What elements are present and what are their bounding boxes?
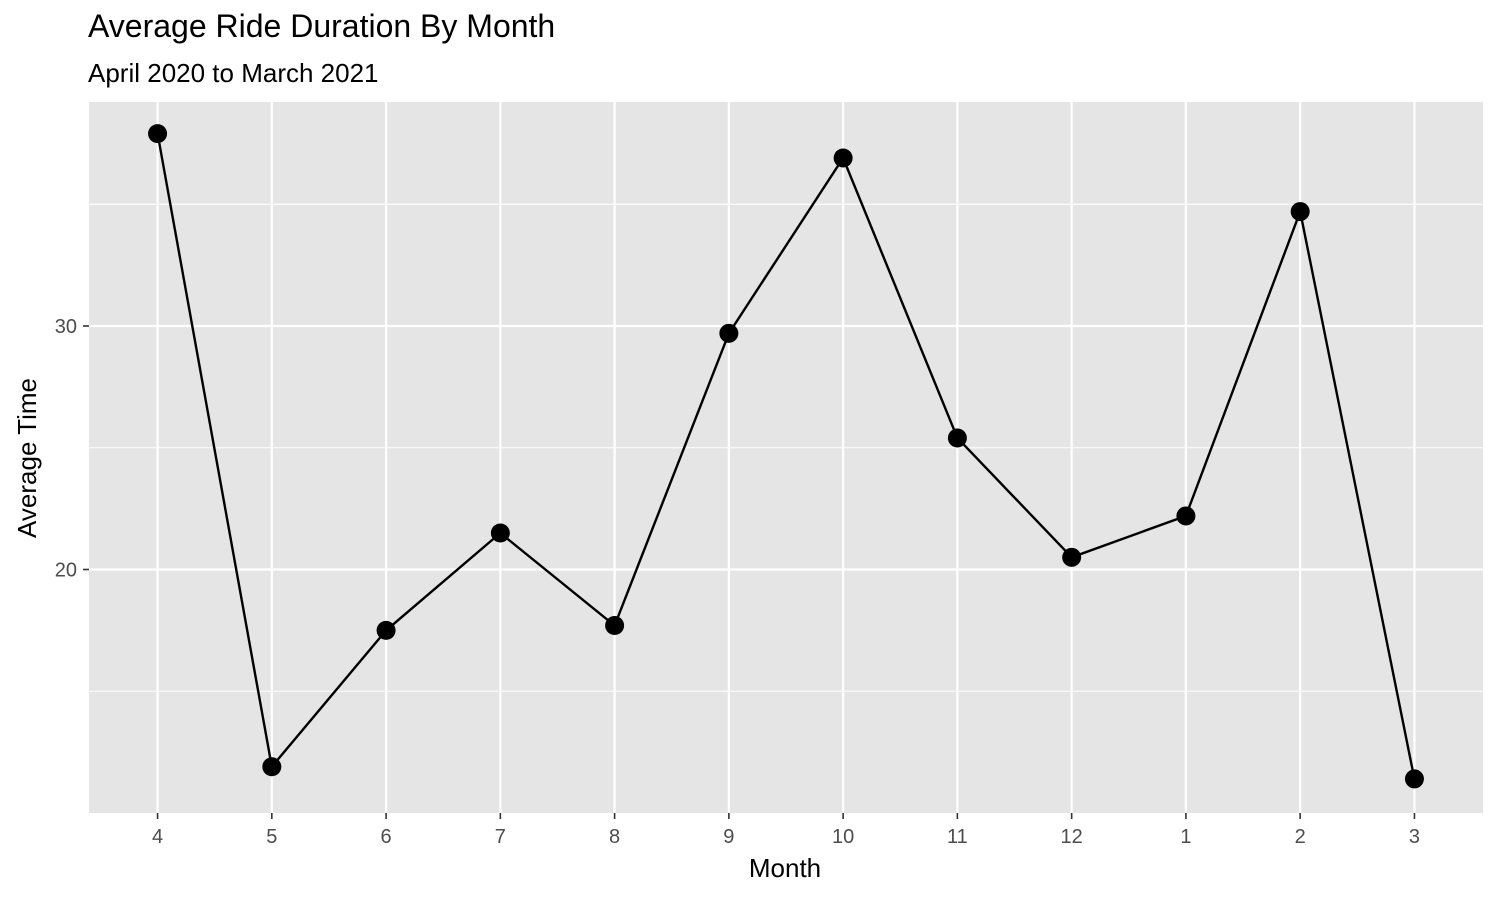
x-tick-label: 12 bbox=[1061, 826, 1083, 848]
x-tick-label: 5 bbox=[266, 826, 277, 848]
x-tick-label: 7 bbox=[495, 826, 506, 848]
x-tick-label: 3 bbox=[1409, 826, 1420, 848]
data-point bbox=[1290, 202, 1310, 222]
x-tick-label: 6 bbox=[381, 826, 392, 848]
data-point bbox=[490, 523, 510, 543]
data-point bbox=[947, 428, 967, 448]
data-point bbox=[605, 616, 625, 636]
data-point bbox=[1404, 769, 1424, 789]
y-tick-label: 20 bbox=[55, 560, 77, 582]
x-tick-label: 11 bbox=[947, 826, 968, 848]
x-tick-label: 1 bbox=[1180, 826, 1191, 848]
chart-title: Average Ride Duration By Month bbox=[88, 8, 556, 44]
x-tick-label: 8 bbox=[609, 826, 620, 848]
x-tick-label: 9 bbox=[723, 826, 734, 848]
data-point bbox=[719, 323, 739, 343]
y-tick-label: 30 bbox=[55, 316, 77, 338]
x-axis: 4 5 6 7 8 9 10 11 12 1 2 3 bbox=[152, 813, 1420, 848]
series-line-group bbox=[156, 133, 1416, 780]
series-line bbox=[156, 133, 1416, 780]
x-tick-label: 2 bbox=[1295, 826, 1306, 848]
data-point bbox=[833, 148, 853, 168]
x-axis-title: Month bbox=[749, 853, 821, 883]
data-point bbox=[148, 124, 168, 144]
x-tick-label: 10 bbox=[832, 826, 854, 848]
plot-panel bbox=[89, 102, 1483, 813]
data-point bbox=[1176, 506, 1196, 526]
data-points bbox=[148, 124, 1424, 789]
y-axis-title: Average Time bbox=[12, 378, 42, 538]
minor-gridlines bbox=[89, 203, 1483, 692]
data-point bbox=[262, 757, 282, 777]
data-point bbox=[1062, 547, 1082, 567]
x-tick-label: 4 bbox=[152, 826, 163, 848]
chart-subtitle: April 2020 to March 2021 bbox=[88, 58, 379, 88]
major-gridlines bbox=[89, 102, 1483, 813]
data-point bbox=[376, 620, 396, 640]
